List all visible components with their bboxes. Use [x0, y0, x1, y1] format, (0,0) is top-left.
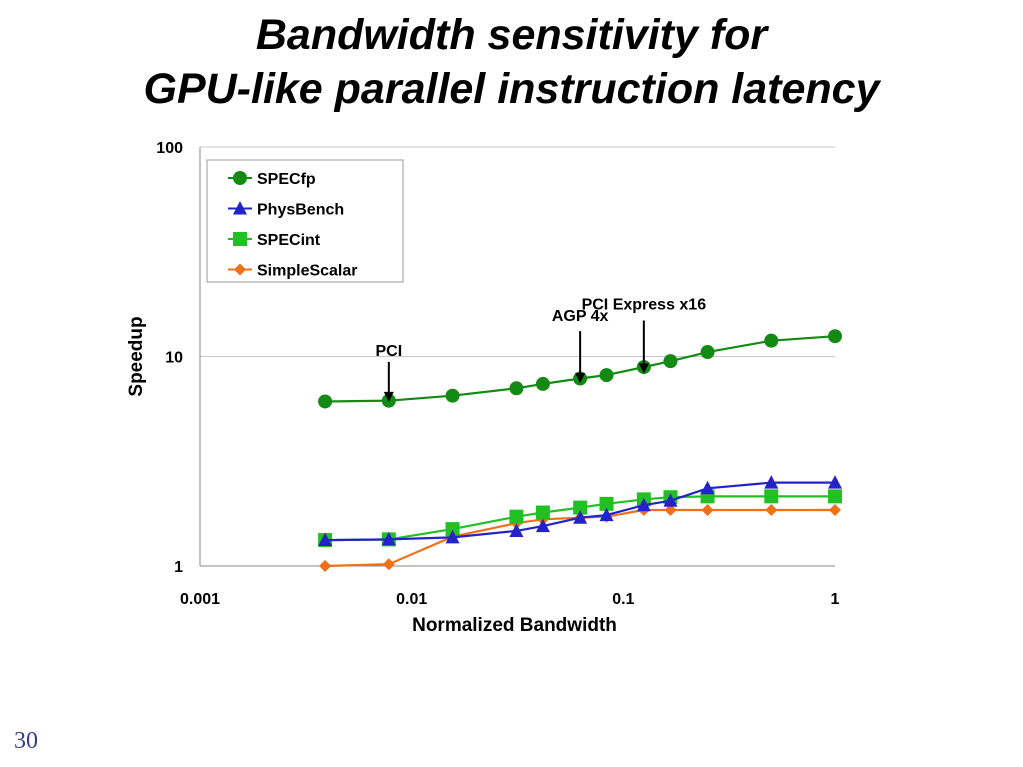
slide-title: Bandwidth sensitivity for GPU-like paral…	[0, 8, 1023, 116]
data-point-specfp	[535, 376, 550, 391]
legend-item-specint: SPECint	[228, 232, 321, 249]
x-tick-label: 1	[831, 591, 840, 608]
data-point-specfp	[509, 381, 524, 396]
legend-label: SPECint	[257, 232, 321, 249]
y-axis-label: Speedup	[126, 316, 147, 396]
data-point-physbench	[509, 523, 524, 537]
data-point-specfp	[828, 329, 842, 344]
data-point-simplescalar	[664, 504, 677, 517]
data-point-physbench	[764, 475, 779, 489]
data-point-specfp	[599, 368, 614, 383]
data-point-simplescalar	[319, 560, 332, 572]
data-point-physbench	[700, 480, 715, 495]
legend-label: PhysBench	[257, 202, 344, 219]
series-line-physbench	[325, 481, 835, 542]
data-point-specint	[445, 522, 460, 537]
data-point-specfp	[663, 354, 678, 369]
series-line-specfp	[325, 335, 836, 403]
data-point-physbench	[599, 507, 614, 522]
data-point-simplescalar	[829, 504, 841, 517]
y-tick-label: 1	[174, 559, 183, 576]
annotation-arrowhead	[575, 373, 586, 384]
legend-marker	[233, 232, 247, 246]
annotation-label: AGP 4x	[552, 308, 609, 325]
data-point-physbench	[663, 493, 678, 507]
x-tick-label: 0.1	[612, 591, 634, 608]
data-point-specint	[828, 489, 842, 504]
data-point-physbench	[381, 531, 396, 546]
data-point-specint	[535, 505, 550, 520]
x-tick-label: 0.01	[396, 591, 427, 608]
legend-label: SimpleScalar	[257, 263, 358, 280]
annotation-arrowhead	[638, 363, 649, 374]
data-point-specint	[573, 500, 588, 515]
title-line-1: Bandwidth sensitivity for	[255, 11, 768, 59]
data-point-simplescalar	[701, 504, 714, 517]
data-point-specfp	[445, 388, 460, 403]
x-tick-label: 0.001	[180, 591, 220, 608]
legend-item-physbench: PhysBench	[228, 201, 344, 219]
data-point-specfp	[318, 394, 333, 409]
data-point-simplescalar	[765, 504, 778, 517]
annotation-label: PCI Express x16	[582, 296, 707, 313]
y-tick-label: 10	[165, 350, 183, 367]
data-point-physbench	[535, 518, 550, 533]
data-point-physbench	[636, 497, 651, 512]
data-point-physbench	[828, 475, 842, 489]
legend-label: SPECfp	[257, 171, 316, 188]
y-tick-label: 100	[156, 140, 183, 157]
title-line-2: GPU-like parallel instruction latency	[143, 65, 880, 113]
slide-number: 30	[14, 728, 38, 754]
data-point-physbench	[445, 529, 460, 544]
legend-item-specfp: SPECfp	[228, 171, 316, 188]
legend-item-simplescalar: SimpleScalar	[228, 263, 358, 280]
data-point-specfp	[764, 333, 779, 348]
legend-marker	[234, 263, 246, 276]
data-point-simplescalar	[382, 558, 395, 571]
legend-marker	[233, 171, 247, 185]
annotation-arrowhead	[383, 391, 394, 402]
series-physbench	[318, 475, 842, 547]
data-point-specfp	[700, 345, 715, 360]
data-point-specint	[599, 496, 614, 511]
data-point-physbench	[318, 532, 333, 547]
data-point-physbench	[573, 510, 588, 524]
x-axis-label: Normalized Bandwidth	[412, 615, 617, 636]
legend: SPECfp PhysBench SPECint SimpleScalar	[206, 159, 404, 283]
series-line-specint	[325, 495, 835, 542]
data-point-specint	[764, 489, 779, 504]
annotation-label: PCI	[375, 343, 402, 360]
data-point-specint	[509, 509, 524, 524]
legend-marker	[233, 201, 247, 215]
